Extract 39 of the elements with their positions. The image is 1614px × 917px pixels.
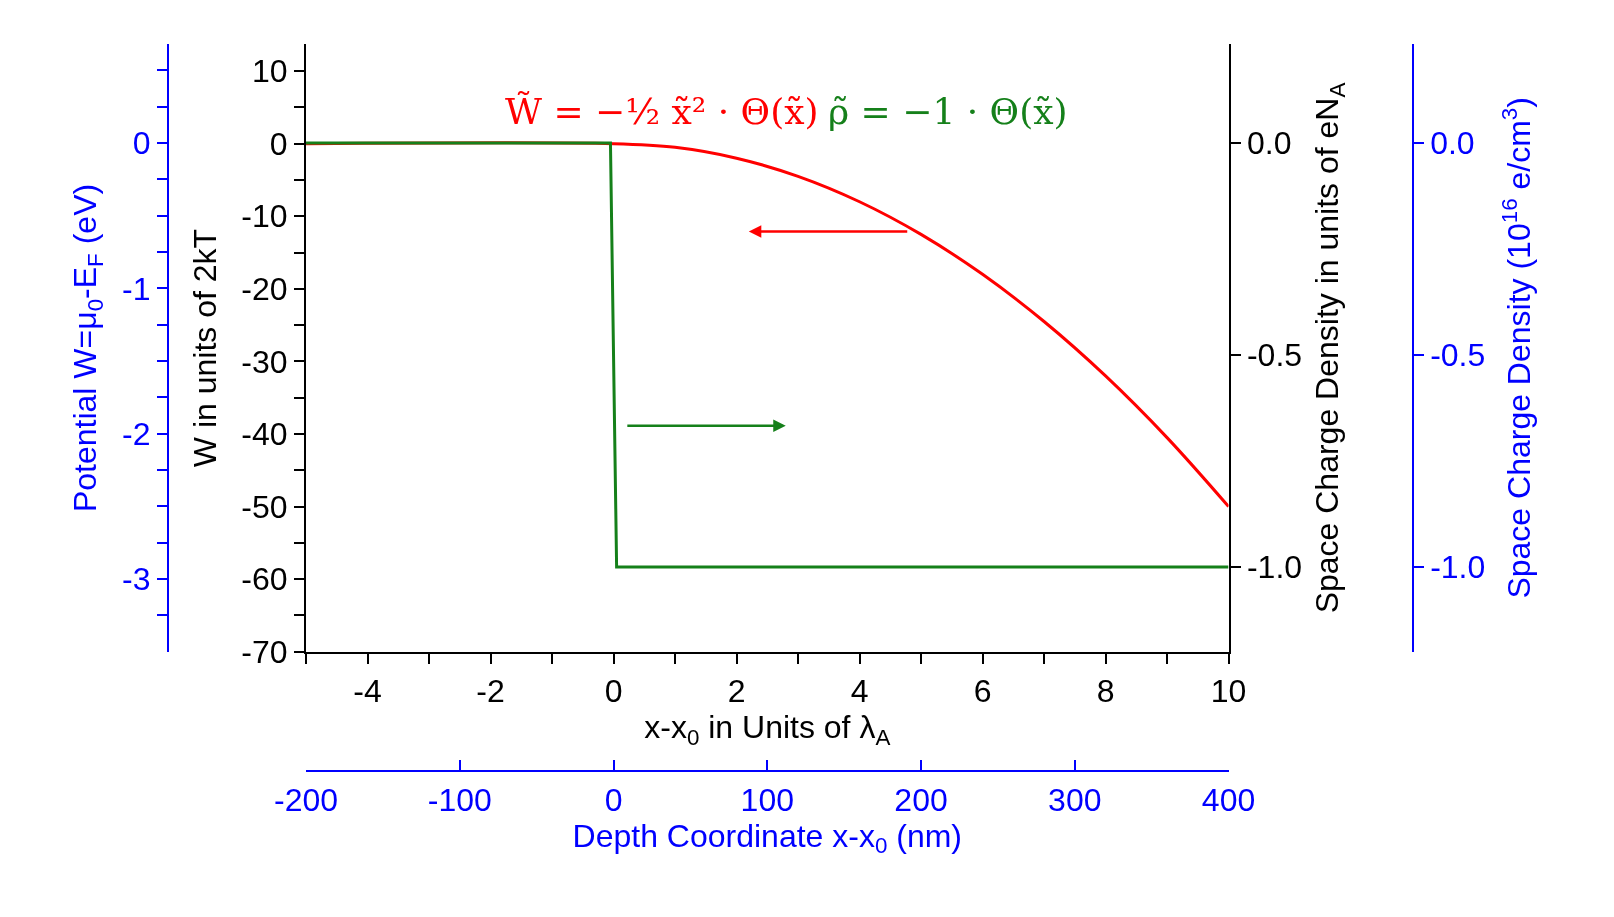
y3-tick-label: 0 <box>132 125 151 162</box>
text: -0.5 <box>1430 337 1486 374</box>
x2-tick-label: -100 <box>427 781 492 818</box>
y-tick-label: -30 <box>241 343 288 380</box>
text: 0.0 <box>1430 125 1475 162</box>
annotation: ρ̃ = −1 · Θ(x̃) <box>828 91 1068 132</box>
y-tick-label: -60 <box>241 561 288 598</box>
y-tick-label: -10 <box>241 198 288 235</box>
x2-tick-label: -200 <box>274 781 339 818</box>
x-tick-label: -2 <box>476 673 505 710</box>
y3-tick-label: -3 <box>122 561 151 598</box>
y2-tick-label: -0.5 <box>1246 337 1303 374</box>
x-tick-label: 6 <box>973 673 992 710</box>
x-tick-label: 10 <box>1210 673 1247 710</box>
y-axis-title: W in units of 2kT <box>187 228 224 468</box>
y3-tick-label: -1 <box>122 270 151 307</box>
y-tick-label: 10 <box>252 53 288 90</box>
x2-tick-label: 400 <box>1201 781 1256 818</box>
y2-tick-label: -1.0 <box>1246 549 1303 586</box>
x2-tick-label: 100 <box>740 781 794 818</box>
y2-tick-label: 0.0 <box>1246 125 1292 162</box>
x-tick-label: 0 <box>604 673 623 710</box>
x2-axis-title: Depth Coordinate x-x$_{0}$ (nm) <box>572 817 963 859</box>
y-tick-label: -70 <box>241 633 288 670</box>
x2-tick-label: 300 <box>1048 781 1102 818</box>
x2-tick-label: 200 <box>894 781 948 818</box>
x2-tick-label: 0 <box>604 781 623 818</box>
x-tick-label: 8 <box>1096 673 1115 710</box>
x-tick-label: -4 <box>353 673 382 710</box>
annotation: W̃ = −½ x̃² · Θ(x̃) <box>505 91 819 132</box>
y-tick-label: -40 <box>241 416 288 453</box>
x-tick-label: 2 <box>727 673 746 710</box>
y3-tick-label: -2 <box>122 415 151 452</box>
x-axis-title: x-x$_{0}$ in Units of λ$_{A}$ <box>644 709 891 750</box>
x-tick-label: 4 <box>850 673 869 710</box>
y-tick-label: -50 <box>241 488 288 525</box>
y-tick-label: -20 <box>241 271 288 308</box>
y-tick-label: 0 <box>269 125 288 162</box>
text: -1.0 <box>1430 549 1486 586</box>
